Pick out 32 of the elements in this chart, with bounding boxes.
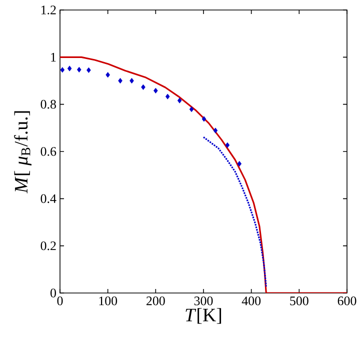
y-tick-label: 0.8 [40, 100, 56, 109]
y-tick-label: 0.2 [40, 241, 56, 250]
x-tick-label: 100 [99, 296, 118, 306]
point [225, 142, 230, 148]
y-axis-title: M[ μ$_{B}$/f.u.] [14, 111, 32, 194]
y-tick-label: 1 [51, 52, 56, 62]
y-tick-label: 0.4 [40, 194, 56, 204]
x-axis-title: T[K] [186, 308, 222, 324]
point [177, 98, 182, 104]
x-tick-label: 300 [194, 296, 213, 306]
line-series [60, 56, 347, 293]
line-series [202, 136, 267, 288]
point [76, 66, 82, 72]
y-tick-label: 1.2 [41, 6, 56, 14]
point [165, 94, 170, 100]
point [60, 67, 65, 73]
x-tick-label: 400 [242, 296, 261, 306]
y-tick-label: 0.6 [40, 147, 56, 156]
x-tick-label: 500 [290, 296, 308, 306]
point [86, 67, 91, 73]
x-tick-label: 0 [57, 296, 63, 306]
y-tick-label: 0 [50, 288, 56, 298]
point [213, 128, 218, 134]
point [141, 84, 146, 90]
x-tick-label: 200 [146, 296, 165, 306]
x-tick-label: 600 [338, 296, 356, 306]
point [67, 66, 72, 72]
point [237, 160, 242, 167]
point [154, 88, 158, 94]
point [202, 116, 206, 122]
point [189, 106, 194, 112]
point [106, 72, 110, 78]
